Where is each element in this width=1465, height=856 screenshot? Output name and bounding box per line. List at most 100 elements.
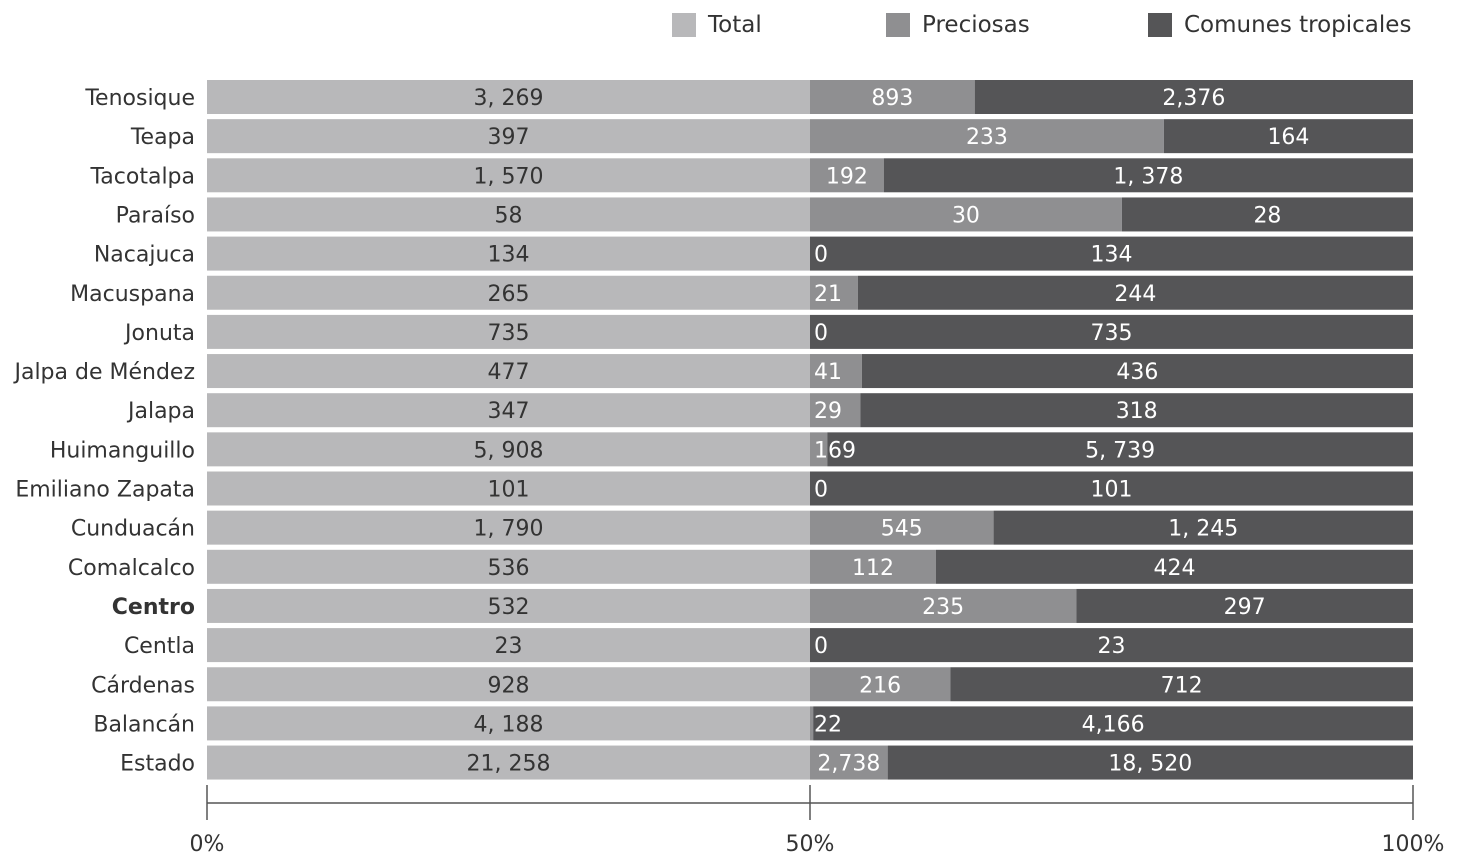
category-label-tacotalpa: Tacotalpa bbox=[90, 164, 196, 189]
category-label-estado: Estado bbox=[120, 752, 195, 777]
value-label-total-tacotalpa: 1, 570 bbox=[474, 164, 544, 189]
bar-comunes-tropicales-nacajuca bbox=[810, 236, 1413, 271]
legend-item-preciosas: Preciosas bbox=[886, 10, 1030, 40]
category-label-nacajuca: Nacajuca bbox=[94, 243, 195, 268]
value-label-total-nacajuca: 134 bbox=[488, 243, 530, 268]
bar-preciosas-balancan bbox=[810, 706, 814, 741]
bar-total-jalpa-de-mendez bbox=[207, 354, 810, 389]
value-label-comunes-tropicales-tacotalpa: 1, 378 bbox=[1113, 164, 1183, 189]
bar-preciosas-macuspana bbox=[810, 275, 858, 310]
bar-total-estado bbox=[207, 745, 810, 780]
value-label-total-huimanguillo: 5, 908 bbox=[474, 438, 544, 463]
value-label-comunes-tropicales-macuspana: 244 bbox=[1114, 282, 1156, 307]
category-label-centla: Centla bbox=[124, 634, 195, 659]
value-label-comunes-tropicales-nacajuca: 134 bbox=[1091, 243, 1133, 268]
bar-total-centla bbox=[207, 628, 810, 663]
bar-total-centro bbox=[207, 588, 810, 623]
legend-swatch-total bbox=[672, 13, 696, 37]
category-label-teapa: Teapa bbox=[130, 125, 195, 150]
bar-comunes-tropicales-tenosique bbox=[974, 80, 1413, 114]
value-label-preciosas-macuspana: 21 bbox=[814, 282, 842, 307]
legend-item-comunes-tropicales: Comunes tropicales bbox=[1148, 10, 1411, 40]
bar-preciosas-jalapa bbox=[810, 393, 861, 428]
bar-comunes-tropicales-centla bbox=[810, 628, 1413, 663]
value-label-comunes-tropicales-huimanguillo: 5, 739 bbox=[1085, 438, 1155, 463]
value-label-comunes-tropicales-emiliano-zapata: 101 bbox=[1091, 478, 1133, 503]
category-label-paraiso: Paraíso bbox=[116, 203, 195, 228]
value-label-preciosas-cardenas: 216 bbox=[859, 673, 901, 698]
bar-total-huimanguillo bbox=[207, 432, 810, 467]
value-label-preciosas-centro: 235 bbox=[922, 595, 964, 620]
value-label-total-balancan: 4, 188 bbox=[474, 712, 544, 737]
category-label-macuspana: Macuspana bbox=[70, 282, 195, 307]
legend-label-comunes-tropicales: Comunes tropicales bbox=[1184, 12, 1412, 38]
bar-preciosas-paraiso bbox=[810, 197, 1122, 232]
bar-total-nacajuca bbox=[207, 236, 810, 271]
category-label-huimanguillo: Huimanguillo bbox=[50, 438, 195, 463]
category-label-centro: Centro bbox=[112, 595, 195, 620]
bar-total-jonuta bbox=[207, 314, 810, 349]
value-label-total-paraiso: 58 bbox=[495, 203, 523, 228]
category-label-jonuta: Jonuta bbox=[123, 321, 195, 346]
bar-preciosas-comalcalco bbox=[810, 549, 936, 584]
value-label-preciosas-balancan: 22 bbox=[814, 712, 842, 737]
bar-total-balancan bbox=[207, 706, 810, 741]
bar-total-cunduacan bbox=[207, 510, 810, 545]
value-label-comunes-tropicales-balancan: 4,166 bbox=[1082, 712, 1145, 737]
value-label-total-centla: 23 bbox=[495, 634, 523, 659]
legend-item-total: Total bbox=[672, 10, 762, 40]
bar-total-teapa bbox=[207, 119, 810, 154]
bar-comunes-tropicales-jalapa bbox=[860, 393, 1413, 428]
bar-preciosas-jalpa-de-mendez bbox=[810, 354, 862, 389]
bar-preciosas-centro bbox=[810, 588, 1077, 623]
value-label-preciosas-tenosique: 893 bbox=[871, 86, 913, 111]
bar-total-comalcalco bbox=[207, 549, 810, 584]
bar-comunes-tropicales-jonuta bbox=[810, 314, 1413, 349]
value-label-comunes-tropicales-jalapa: 318 bbox=[1116, 399, 1158, 424]
category-label-balancan: Balancán bbox=[93, 712, 195, 737]
value-label-preciosas-comalcalco: 112 bbox=[852, 556, 894, 581]
value-label-preciosas-emiliano-zapata: 0 bbox=[814, 478, 828, 503]
bar-total-cardenas bbox=[207, 667, 810, 702]
value-label-total-jalpa-de-mendez: 477 bbox=[488, 360, 530, 385]
value-label-comunes-tropicales-comalcalco: 424 bbox=[1154, 556, 1196, 581]
bar-total-paraiso bbox=[207, 197, 810, 232]
value-label-comunes-tropicales-tenosique: 2,376 bbox=[1162, 86, 1225, 111]
category-label-jalapa: Jalapa bbox=[126, 399, 195, 424]
legend-label-preciosas: Preciosas bbox=[922, 12, 1030, 38]
bar-total-jalapa bbox=[207, 393, 810, 428]
x-tick-label-0: 0% bbox=[190, 832, 225, 856]
bar-preciosas-tacotalpa bbox=[810, 158, 884, 193]
value-label-preciosas-jonuta: 0 bbox=[814, 321, 828, 346]
bar-preciosas-estado bbox=[810, 745, 888, 780]
bar-preciosas-cunduacan bbox=[810, 510, 994, 545]
value-label-comunes-tropicales-cardenas: 712 bbox=[1161, 673, 1203, 698]
value-label-preciosas-teapa: 233 bbox=[966, 125, 1008, 150]
value-label-total-centro: 532 bbox=[488, 595, 530, 620]
bar-comunes-tropicales-cardenas bbox=[950, 667, 1413, 702]
value-label-total-macuspana: 265 bbox=[488, 282, 530, 307]
value-label-preciosas-huimanguillo: 169 bbox=[814, 438, 856, 463]
value-label-total-jalapa: 347 bbox=[488, 399, 530, 424]
value-label-preciosas-jalapa: 29 bbox=[814, 399, 842, 424]
value-label-preciosas-jalpa-de-mendez: 41 bbox=[814, 360, 842, 385]
bar-total-tacotalpa bbox=[207, 158, 810, 193]
value-label-total-cardenas: 928 bbox=[488, 673, 530, 698]
category-label-jalpa-de-mendez: Jalpa de Méndez bbox=[12, 360, 195, 385]
bar-comunes-tropicales-comalcalco bbox=[936, 549, 1413, 584]
value-label-preciosas-estado: 2,738 bbox=[817, 752, 880, 777]
value-label-preciosas-paraiso: 30 bbox=[952, 203, 980, 228]
value-label-total-cunduacan: 1, 790 bbox=[474, 517, 544, 542]
bar-comunes-tropicales-tacotalpa bbox=[883, 158, 1413, 193]
category-label-cardenas: Cárdenas bbox=[91, 673, 195, 698]
category-label-emiliano-zapata: Emiliano Zapata bbox=[15, 478, 195, 503]
value-label-total-teapa: 397 bbox=[488, 125, 530, 150]
category-label-tenosique: Tenosique bbox=[84, 86, 195, 111]
value-label-comunes-tropicales-centro: 297 bbox=[1224, 595, 1266, 620]
bar-preciosas-tenosique bbox=[810, 80, 975, 114]
value-label-total-jonuta: 735 bbox=[488, 321, 530, 346]
bar-total-tenosique bbox=[207, 80, 810, 114]
bar-comunes-tropicales-huimanguillo bbox=[827, 432, 1413, 467]
value-label-preciosas-nacajuca: 0 bbox=[814, 243, 828, 268]
